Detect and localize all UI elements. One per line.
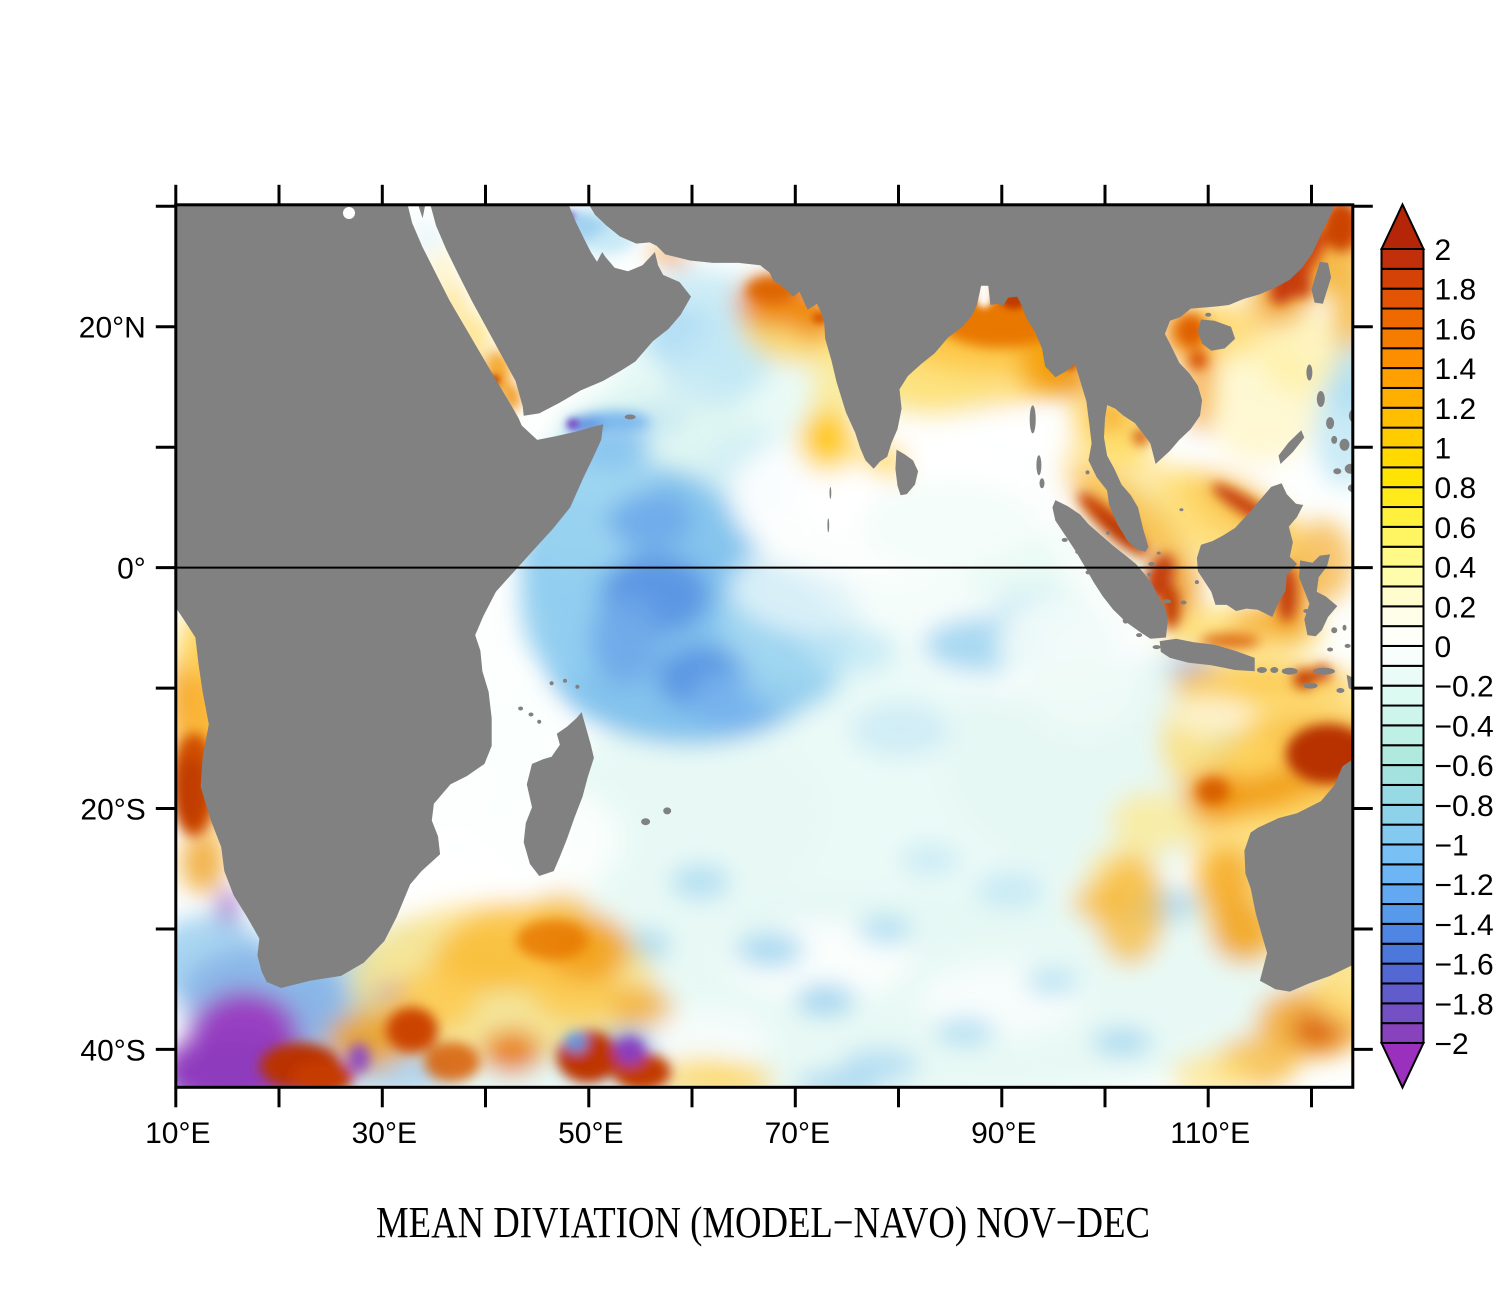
svg-text:−1: −1 bbox=[1435, 830, 1469, 863]
svg-text:MEAN DIVIATION (MODEL−NAVO) NO: MEAN DIVIATION (MODEL−NAVO) NOV−DEC bbox=[376, 1198, 1150, 1247]
svg-text:−1.4: −1.4 bbox=[1435, 909, 1494, 942]
svg-text:−0.4: −0.4 bbox=[1435, 710, 1494, 743]
svg-text:110°E: 110°E bbox=[1170, 1117, 1250, 1150]
svg-text:−0.2: −0.2 bbox=[1435, 671, 1494, 704]
svg-text:1.2: 1.2 bbox=[1435, 393, 1477, 426]
svg-text:20°S: 20°S bbox=[80, 794, 145, 827]
svg-text:−1.6: −1.6 bbox=[1435, 949, 1494, 982]
svg-text:−1.2: −1.2 bbox=[1435, 869, 1494, 902]
svg-text:50°E: 50°E bbox=[558, 1117, 623, 1150]
svg-text:0.4: 0.4 bbox=[1435, 552, 1477, 585]
svg-text:1.4: 1.4 bbox=[1435, 353, 1477, 386]
svg-text:0: 0 bbox=[1435, 631, 1452, 664]
svg-text:70°E: 70°E bbox=[765, 1117, 830, 1150]
svg-text:20°N: 20°N bbox=[79, 312, 146, 345]
svg-text:0.2: 0.2 bbox=[1435, 591, 1477, 624]
svg-text:−1.8: −1.8 bbox=[1435, 988, 1494, 1021]
svg-text:1: 1 bbox=[1435, 433, 1452, 466]
svg-text:1.6: 1.6 bbox=[1435, 313, 1477, 346]
svg-text:1.8: 1.8 bbox=[1435, 274, 1477, 307]
svg-text:40°S: 40°S bbox=[80, 1034, 145, 1067]
svg-text:30°E: 30°E bbox=[352, 1117, 417, 1150]
svg-text:90°E: 90°E bbox=[971, 1117, 1036, 1150]
svg-text:10°E: 10°E bbox=[145, 1117, 210, 1150]
svg-text:−0.8: −0.8 bbox=[1435, 790, 1494, 823]
svg-text:0°: 0° bbox=[117, 553, 146, 586]
svg-text:2: 2 bbox=[1435, 234, 1452, 267]
svg-text:0.8: 0.8 bbox=[1435, 472, 1477, 505]
svg-text:−2: −2 bbox=[1435, 1028, 1469, 1061]
svg-text:0.6: 0.6 bbox=[1435, 512, 1477, 545]
svg-text:−0.6: −0.6 bbox=[1435, 750, 1494, 783]
